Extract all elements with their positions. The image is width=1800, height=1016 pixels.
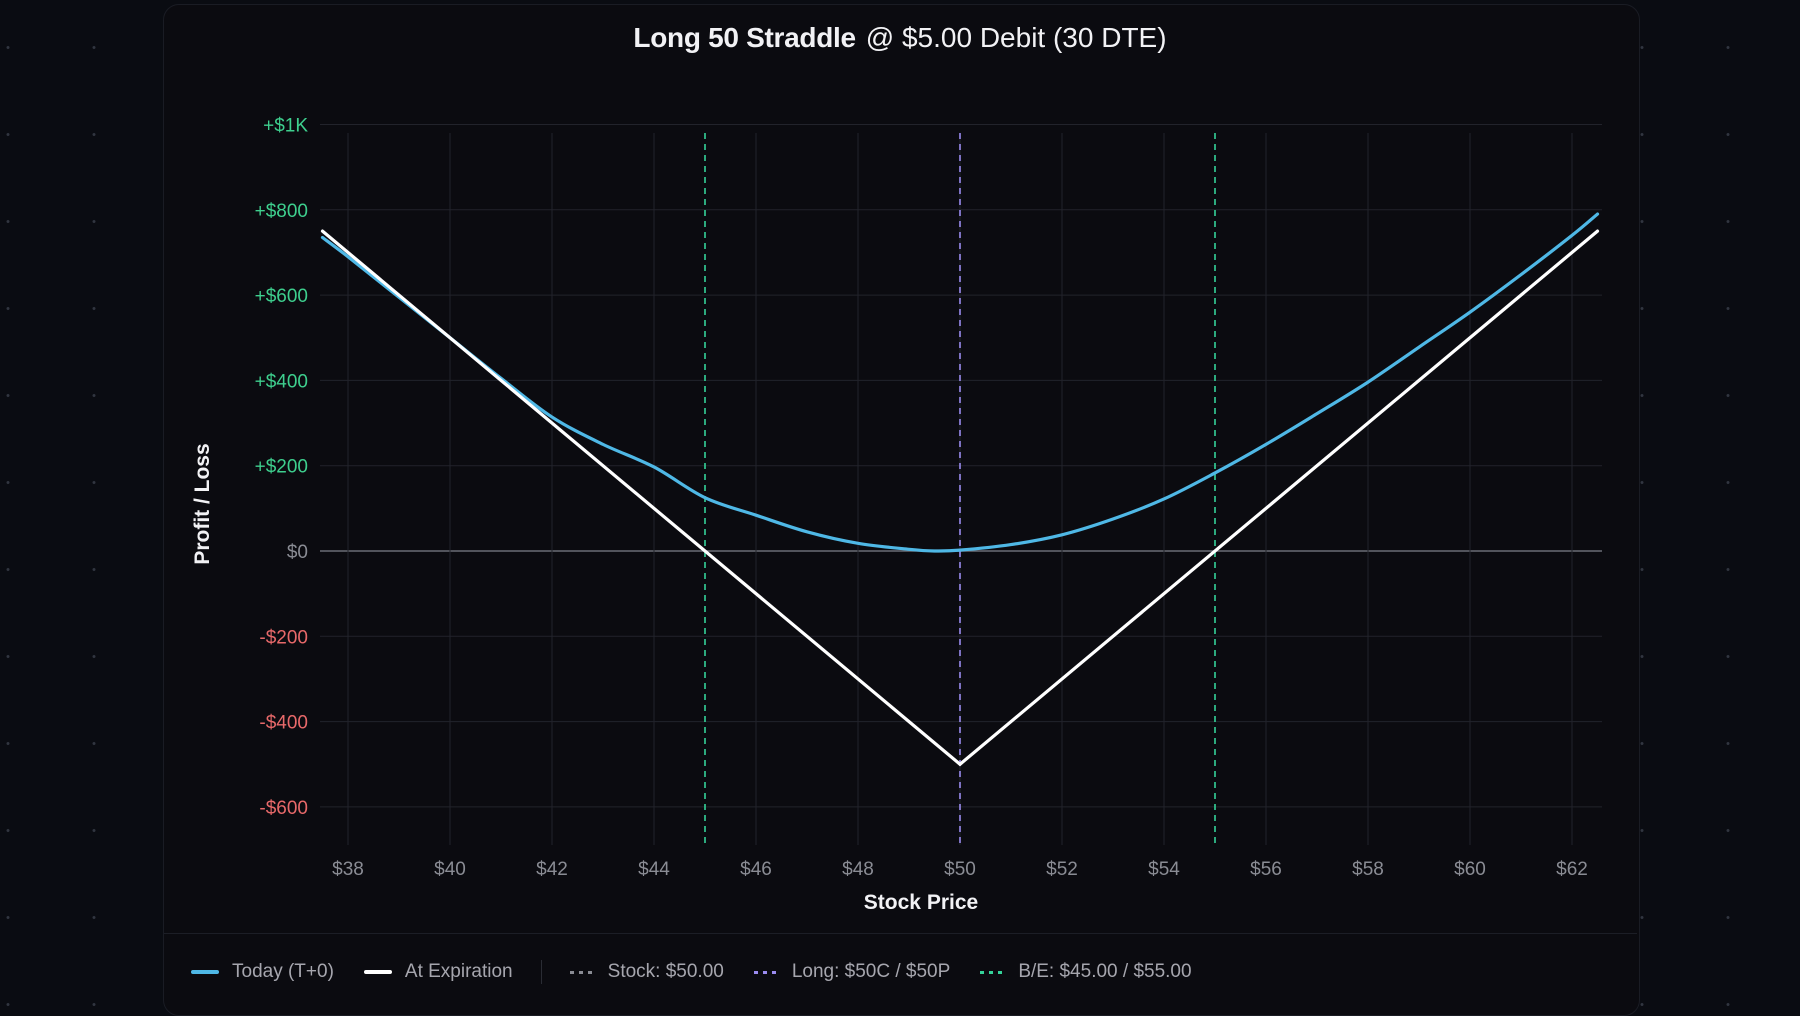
x-tick-label: $46	[740, 859, 772, 880]
y-tick-label: $0	[287, 542, 308, 563]
legend-separator	[540, 960, 542, 984]
x-tick-label: $56	[1250, 859, 1282, 880]
legend-swatch-breakeven-icon	[980, 970, 1007, 974]
y-tick-label: +$400	[255, 371, 308, 392]
legend-item-long-strikes[interactable]: Long: $50C / $50P	[753, 961, 951, 983]
y-tick-label: +$1K	[263, 116, 308, 137]
y-tick-label: -$400	[259, 713, 308, 734]
x-tick-label: $44	[638, 859, 670, 880]
x-tick-label: $42	[536, 859, 568, 880]
legend-label-expiration: At Expiration	[404, 961, 513, 982]
chart-legend: Today (T+0) At Expiration Stock: $50.00 …	[191, 960, 1222, 984]
chart-title: Long 50 Straddle @ $5.00 Debit (30 DTE)	[0, 22, 1800, 54]
legend-swatch-today-icon	[191, 970, 219, 974]
legend-item-stock[interactable]: Stock: $50.00	[569, 961, 724, 983]
legend-item-today[interactable]: Today (T+0)	[191, 961, 334, 983]
legend-item-expiration[interactable]: At Expiration	[363, 961, 513, 983]
chart-title-strategy: Long 50 Straddle	[633, 22, 856, 53]
x-tick-label: $60	[1454, 859, 1486, 880]
y-axis-label: Profit / Loss	[191, 443, 214, 565]
x-tick-label: $38	[332, 859, 364, 880]
y-tick-label: +$800	[255, 201, 308, 222]
legend-swatch-expiration-icon	[363, 970, 392, 974]
y-tick-label: +$200	[255, 457, 308, 478]
x-tick-label: $54	[1148, 859, 1180, 880]
x-tick-label: $52	[1046, 859, 1078, 880]
legend-swatch-strike-icon	[753, 970, 780, 974]
y-tick-label: -$200	[259, 627, 308, 648]
today-t0-curve	[320, 212, 1600, 553]
y-tick-label: +$600	[255, 286, 308, 307]
legend-label-today: Today (T+0)	[232, 961, 334, 982]
y-tick-label: -$600	[259, 798, 308, 819]
grid-lines	[320, 124, 1602, 845]
x-axis-label: Stock Price	[863, 891, 979, 914]
x-tick-label: $48	[842, 859, 874, 880]
x-tick-label: $50	[944, 859, 976, 880]
legend-label-long-strikes: Long: $50C / $50P	[791, 961, 951, 982]
legend-divider	[164, 933, 1637, 934]
chart-title-details: @ $5.00 Debit (30 DTE)	[865, 22, 1167, 53]
legend-label-breakeven: B/E: $45.00 / $55.00	[1018, 961, 1192, 982]
x-tick-label: $40	[434, 859, 466, 880]
legend-item-breakeven[interactable]: B/E: $45.00 / $55.00	[980, 961, 1192, 983]
x-tick-label: $62	[1556, 859, 1588, 880]
x-tick-label: $58	[1352, 859, 1384, 880]
expiration-payoff-line	[320, 229, 1600, 767]
chart-card	[163, 4, 1640, 1016]
legend-swatch-stock-icon	[569, 970, 596, 974]
legend-label-stock: Stock: $50.00	[607, 961, 724, 982]
